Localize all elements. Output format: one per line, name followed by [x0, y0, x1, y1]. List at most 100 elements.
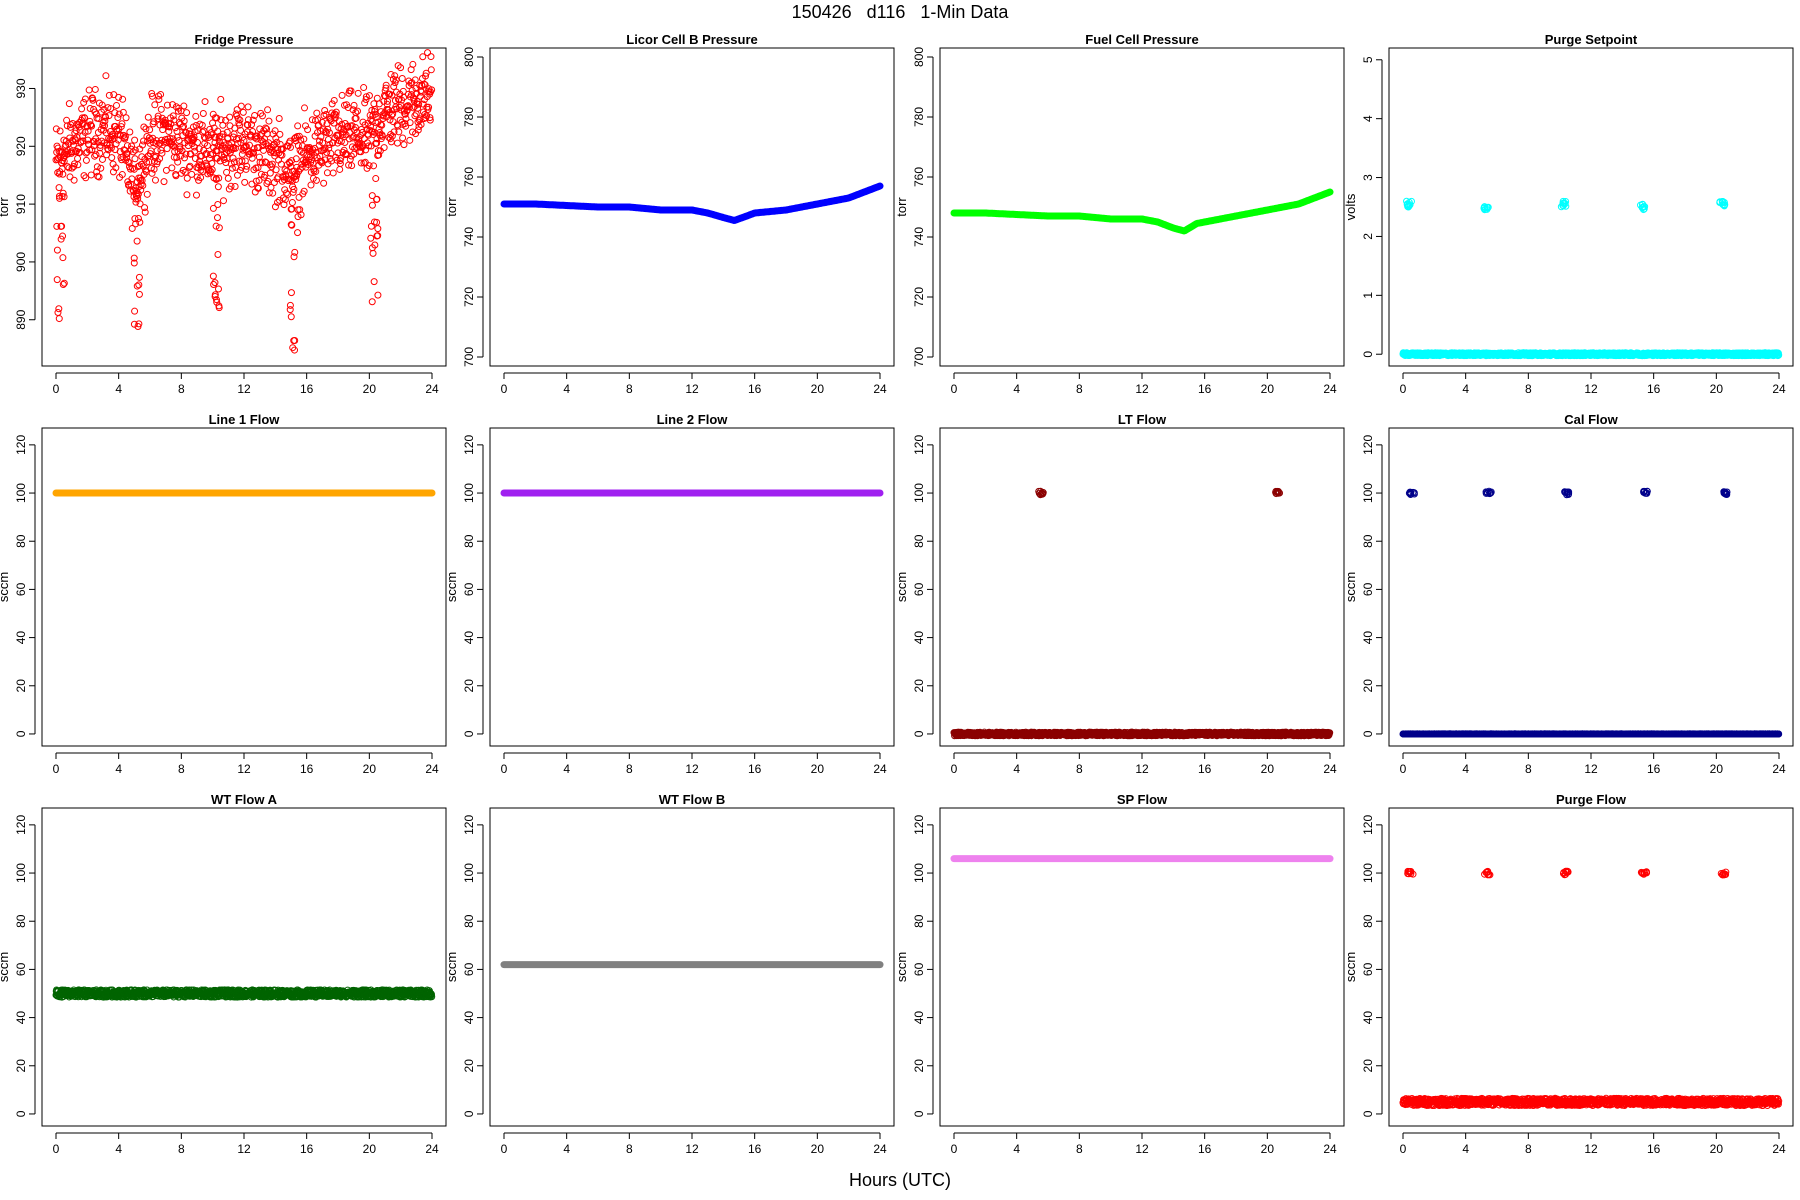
x-tick-label: 20: [811, 762, 825, 776]
data-point: [96, 144, 104, 152]
x-axis: 0 4 8 12 16 20 24: [501, 752, 887, 776]
data-point: [66, 173, 74, 181]
x-tick-label: 12: [1135, 762, 1149, 776]
excursion-point: [372, 175, 380, 183]
data-point: [414, 104, 422, 112]
excursion-point: [55, 184, 63, 192]
data-point: [327, 150, 335, 158]
data-point: [426, 116, 434, 124]
data-point: [102, 72, 110, 80]
data-point: [213, 114, 221, 122]
data-point: [125, 159, 133, 167]
data-point: [222, 116, 230, 124]
data-point: [118, 171, 126, 179]
y-tick-label: 80: [14, 534, 28, 548]
x-tick-label: 16: [1198, 762, 1212, 776]
data-point: [406, 136, 414, 144]
data-point: [74, 154, 82, 162]
data-point: [81, 95, 89, 103]
data-point: [328, 100, 336, 108]
x-tick-label: 16: [1647, 382, 1661, 396]
data-point: [276, 130, 284, 138]
y-tick-label: 60: [462, 582, 476, 596]
data-point: [74, 161, 82, 169]
data-point: [279, 194, 287, 202]
data-point: [223, 168, 231, 176]
x-tick-label: 12: [685, 382, 699, 396]
data-point: [87, 121, 95, 129]
data-point: [237, 102, 245, 110]
data-point: [338, 91, 346, 99]
data-point: [269, 189, 277, 197]
data-point: [70, 176, 78, 184]
chart-title: Line 1 Flow: [209, 412, 281, 427]
data-point: [193, 173, 201, 181]
data-point: [163, 101, 171, 109]
data-point: [334, 149, 342, 157]
x-tick-label: 16: [300, 762, 314, 776]
data-point: [157, 105, 165, 113]
excursion-point: [288, 199, 296, 207]
data-point: [86, 104, 94, 112]
data-point: [264, 177, 272, 185]
data-point: [249, 128, 257, 136]
data-point: [419, 53, 427, 61]
plot-frame: [41, 427, 447, 747]
data-point: [219, 130, 227, 138]
data-point: [375, 151, 383, 159]
y-tick-label: 760: [912, 167, 926, 187]
x-tick-label: 4: [1013, 762, 1020, 776]
data-point: [199, 128, 207, 136]
data-point: [219, 197, 227, 205]
y-tick-label: 20: [912, 679, 926, 693]
data-point: [239, 108, 247, 116]
data-point: [165, 127, 173, 135]
x-tick-label: 16: [748, 382, 762, 396]
burst-point: [1038, 490, 1046, 498]
y-tick-label: 720: [462, 287, 476, 307]
data-point: [425, 103, 433, 111]
data-point: [140, 137, 148, 145]
data-point: [52, 125, 60, 133]
x-tick-label: 12: [685, 762, 699, 776]
data-point: [114, 114, 122, 122]
x-axis: 0 4 8 12 16 20 24: [951, 372, 1337, 396]
data-point: [125, 180, 133, 188]
excursion-point: [215, 304, 223, 312]
chart-marks: [500, 182, 884, 224]
x-tick-label: 4: [563, 762, 570, 776]
data-point: [226, 113, 234, 121]
data-point: [128, 224, 136, 232]
x-tick-label: 20: [363, 762, 377, 776]
data-point: [145, 134, 153, 142]
data-point: [374, 147, 382, 155]
data-point: [112, 164, 120, 172]
plot-frame: [41, 47, 447, 367]
data-point: [88, 122, 96, 130]
x-tick-label: 16: [748, 762, 762, 776]
data-point: [384, 97, 392, 105]
data-point: [244, 121, 252, 129]
excursion-point: [209, 204, 217, 212]
data-point: [65, 100, 73, 108]
y-tick-label: 3: [1361, 174, 1375, 181]
data-point: [362, 93, 370, 101]
data-point: [380, 91, 388, 99]
data-point: [178, 123, 186, 131]
burst-point: [1559, 202, 1567, 210]
data-point: [249, 116, 257, 124]
data-point: [88, 146, 96, 154]
x-tick-label: 0: [951, 382, 958, 396]
data-point: [313, 109, 321, 117]
data-point: [372, 113, 380, 121]
x-tick-label: 20: [1261, 382, 1275, 396]
data-point: [288, 157, 296, 165]
data-point: [280, 201, 288, 209]
data-point: [252, 177, 260, 185]
y-axis-label: volts: [1343, 193, 1358, 220]
y-tick-label: 100: [912, 483, 926, 503]
y-tick-label: 930: [14, 78, 28, 98]
